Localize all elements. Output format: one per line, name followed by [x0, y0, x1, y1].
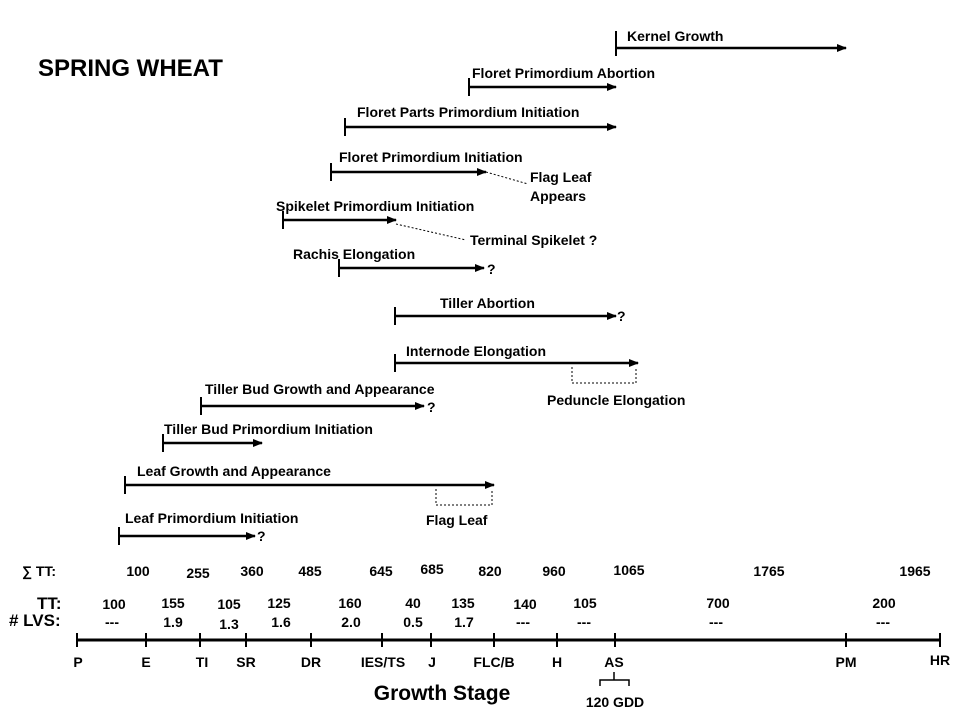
- process-label: Tiller Bud Growth and Appearance: [205, 381, 435, 397]
- sum-tt-value: 645: [369, 563, 393, 579]
- leader-line: [395, 223, 467, 241]
- lvs-value: ---: [105, 614, 119, 630]
- diagram-title: SPRING WHEAT: [38, 55, 223, 82]
- sum-tt-value: 1765: [753, 563, 784, 579]
- tt-value: 125: [267, 595, 291, 611]
- peduncle-bracket: [571, 367, 637, 384]
- sum-tt-value: 100: [126, 563, 150, 579]
- stage-label: PM: [836, 654, 857, 670]
- lvs-value: ---: [709, 614, 723, 630]
- uncertain-end-marker: ?: [257, 528, 266, 544]
- uncertain-end-marker: ?: [427, 399, 436, 415]
- tt-value: 200: [872, 595, 896, 611]
- process-rachis-elongation: Rachis Elongation ?: [293, 246, 496, 277]
- stage-label: SR: [236, 654, 255, 670]
- lvs-value: ---: [516, 614, 530, 630]
- gdd-bracket: [599, 679, 630, 686]
- sum-tt-value: 1965: [899, 563, 930, 579]
- gdd-note: 120 GDD: [586, 694, 644, 710]
- process-tiller-bud-growth-appearance: Tiller Bud Growth and Appearance ?: [200, 381, 436, 415]
- tt-value: 105: [217, 596, 241, 612]
- process-label: Internode Elongation: [406, 343, 546, 359]
- uncertain-end-marker: ?: [617, 308, 626, 324]
- process-leaf-growth-appearance: Leaf Growth and Appearance Flag Leaf: [124, 463, 495, 528]
- sum-tt-row-label: ∑ TT:: [22, 563, 56, 580]
- sum-tt-value: 255: [186, 565, 210, 581]
- process-floret-primordium-abortion: Floret Primordium Abortion: [468, 65, 655, 96]
- lvs-value: 1.7: [454, 614, 474, 630]
- sum-tt-values: 100 255 360 485 645 685 820 960 1065 176…: [126, 561, 930, 581]
- sum-tt-value: 960: [542, 563, 566, 579]
- lvs-value: ---: [577, 614, 591, 630]
- process-label: Rachis Elongation: [293, 246, 415, 262]
- lvs-value: ---: [876, 614, 890, 630]
- process-label: Leaf Growth and Appearance: [137, 463, 331, 479]
- peduncle-elongation-label: Peduncle Elongation: [547, 392, 685, 408]
- process-label: Leaf Primordium Initiation: [125, 510, 298, 526]
- process-floret-primordium-initiation: Floret Primordium Initiation Flag Leaf A…: [330, 149, 592, 204]
- process-tiller-bud-primordium-initiation: Tiller Bud Primordium Initiation: [162, 421, 373, 452]
- sum-tt-value: 360: [240, 563, 264, 579]
- sum-tt-value: 685: [420, 561, 444, 577]
- uncertain-end-marker: ?: [487, 261, 496, 277]
- process-label: Spikelet Primordium Initiation: [276, 198, 474, 214]
- tt-value: 700: [706, 595, 730, 611]
- leader-line: [485, 171, 529, 185]
- process-spikelet-primordium-initiation: Spikelet Primordium Initiation Terminal …: [276, 198, 597, 248]
- lvs-value: 1.3: [219, 616, 239, 632]
- process-leaf-primordium-initiation: Leaf Primordium Initiation ?: [118, 510, 298, 545]
- tt-value: 40: [405, 595, 421, 611]
- lvs-value: 0.5: [403, 614, 423, 630]
- stage-label: TI: [196, 654, 208, 670]
- process-floret-parts-primordium-initiation: Floret Parts Primordium Initiation: [344, 104, 617, 136]
- stage-label: E: [141, 654, 150, 670]
- sum-tt-value: 820: [478, 563, 502, 579]
- lvs-row-label: # LVS:: [9, 611, 61, 630]
- tt-values: 100 155 105 125 160 40 135 140 105 700 2…: [102, 595, 896, 612]
- growth-stage-axis: P E TI SR DR IES/TS J FLC/B H AS PM HR 1…: [73, 633, 950, 710]
- lvs-values: --- 1.9 1.3 1.6 2.0 0.5 1.7 --- --- --- …: [105, 614, 890, 632]
- tt-row-label: TT:: [37, 594, 62, 613]
- flag-leaf-bracket: [435, 489, 493, 506]
- stage-label: P: [73, 654, 82, 670]
- terminal-spikelet-label: Terminal Spikelet ?: [470, 232, 597, 248]
- tt-value: 140: [513, 596, 537, 612]
- process-label: Floret Primordium Initiation: [339, 149, 523, 165]
- stage-label: HR: [930, 652, 950, 668]
- tt-value: 160: [338, 595, 362, 611]
- process-label: Floret Primordium Abortion: [472, 65, 655, 81]
- stage-label: DR: [301, 654, 321, 670]
- tt-value: 155: [161, 595, 185, 611]
- tt-value: 105: [573, 595, 597, 611]
- tt-value: 135: [451, 595, 475, 611]
- flag-leaf-label: Flag Leaf: [426, 512, 488, 528]
- stage-label: J: [428, 654, 436, 670]
- flag-leaf-appears-label-line2: Appears: [530, 188, 586, 204]
- lvs-value: 2.0: [341, 614, 361, 630]
- sum-tt-value: 485: [298, 563, 322, 579]
- sum-tt-value: 1065: [613, 562, 644, 578]
- stage-label: IES/TS: [361, 654, 405, 670]
- process-internode-elongation: Internode Elongation Peduncle Elongation: [394, 343, 685, 408]
- lvs-value: 1.9: [163, 614, 183, 630]
- flag-leaf-appears-label-line1: Flag Leaf: [530, 169, 592, 185]
- process-label: Floret Parts Primordium Initiation: [357, 104, 579, 120]
- process-kernel-growth: Kernel Growth: [615, 28, 847, 56]
- process-label: Kernel Growth: [627, 28, 723, 44]
- stage-label: AS: [604, 654, 623, 670]
- axis-title: Growth Stage: [374, 682, 511, 705]
- stage-label: FLC/B: [473, 654, 514, 670]
- process-label: Tiller Abortion: [440, 295, 535, 311]
- process-label: Tiller Bud Primordium Initiation: [164, 421, 373, 437]
- tt-value: 100: [102, 596, 126, 612]
- lvs-value: 1.6: [271, 614, 291, 630]
- process-tiller-abortion: Tiller Abortion ?: [394, 295, 626, 325]
- stage-label: H: [552, 654, 562, 670]
